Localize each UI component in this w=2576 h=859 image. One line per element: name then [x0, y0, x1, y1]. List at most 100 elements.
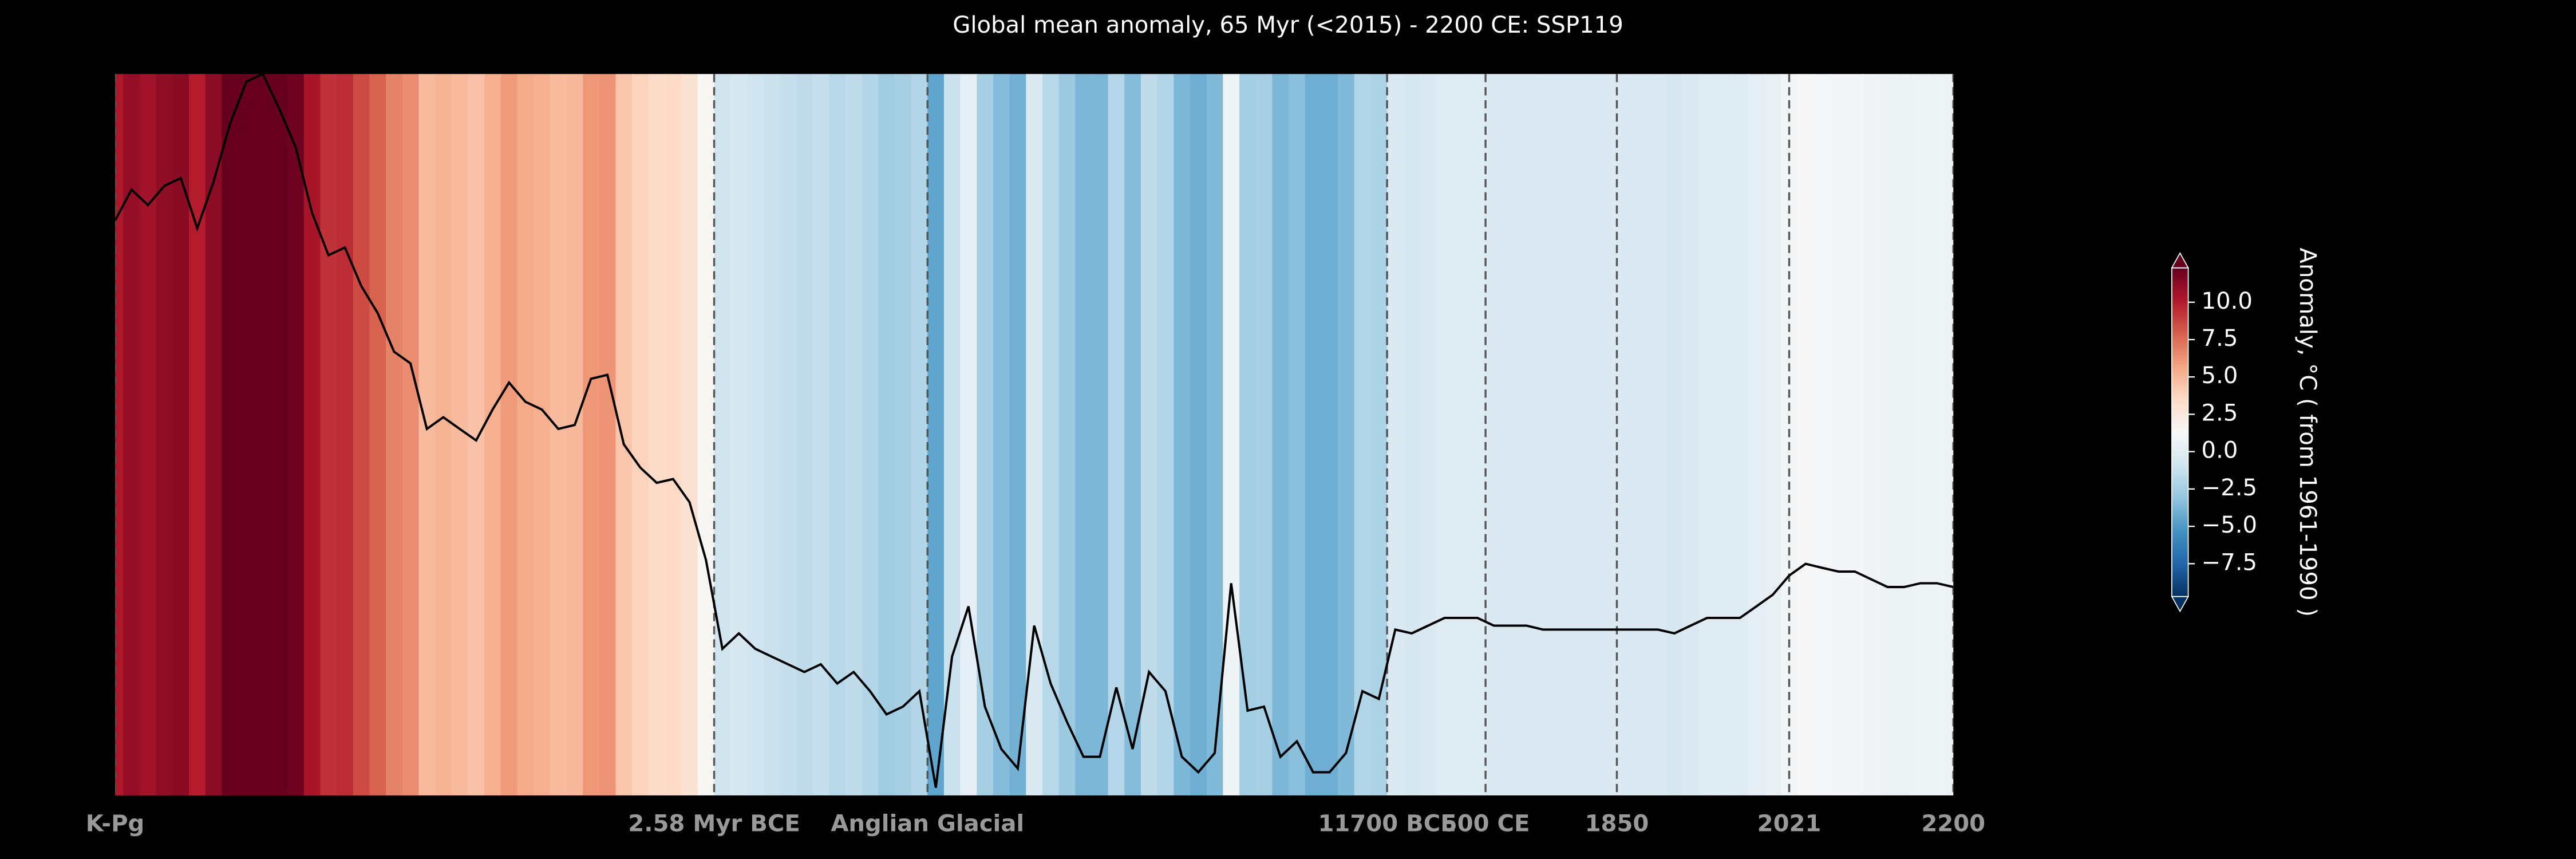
- stripe: [156, 74, 173, 795]
- stripe: [697, 74, 715, 795]
- stripe: [1814, 74, 1831, 795]
- stripe: [1255, 74, 1273, 795]
- stripe: [1502, 74, 1519, 795]
- stripe: [222, 74, 239, 795]
- stripe: [500, 74, 518, 795]
- stripe: [1436, 74, 1454, 795]
- stripe: [1600, 74, 1618, 795]
- x-tick-label: 2021: [1757, 811, 1822, 837]
- stripe: [1403, 74, 1421, 795]
- stripe: [353, 74, 370, 795]
- colorbar-tick-label: −7.5: [2202, 549, 2258, 576]
- stripe: [386, 74, 404, 795]
- colorbar-outline: [2171, 267, 2189, 597]
- stripe: [115, 74, 124, 795]
- stripe: [1387, 74, 1405, 795]
- stripe: [599, 74, 617, 795]
- stripe: [878, 74, 896, 795]
- colorbar-tick-label: −5.0: [2202, 512, 2258, 538]
- x-tick-label: K-Pg: [86, 811, 144, 837]
- stripe: [534, 74, 551, 795]
- stripe: [1912, 74, 1930, 795]
- anomaly-line: [115, 74, 1954, 788]
- stripe: [1732, 74, 1749, 795]
- stripe: [1567, 74, 1585, 795]
- stripe: [632, 74, 650, 795]
- stripe: [1551, 74, 1568, 795]
- stripe: [1945, 74, 1954, 795]
- stripe: [763, 74, 781, 795]
- stripe: [1223, 74, 1240, 795]
- stripe: [451, 74, 469, 795]
- stripe: [1058, 74, 1076, 795]
- stripe: [780, 74, 797, 795]
- stripe: [714, 74, 732, 795]
- stripe: [517, 74, 535, 795]
- stripe: [123, 74, 141, 795]
- stripe: [615, 74, 633, 795]
- stripe: [1698, 74, 1716, 795]
- stripe: [1929, 74, 1946, 795]
- stripe: [1535, 74, 1552, 795]
- stripe: [583, 74, 600, 795]
- stripe: [1846, 74, 1864, 795]
- stripe: [1469, 74, 1487, 795]
- stripe: [960, 74, 978, 795]
- stripe: [1797, 74, 1815, 795]
- colorbar-label: Anomaly, °C ( from 1961-1990 ): [2294, 247, 2321, 617]
- stripe: [1617, 74, 1634, 795]
- colorbar-tick-label: 10.0: [2202, 288, 2253, 314]
- stripe: [435, 74, 453, 795]
- stripe: [1879, 74, 1897, 795]
- stripe: [1764, 74, 1782, 795]
- stripe: [1633, 74, 1651, 795]
- colorbar-tick-label: 2.5: [2202, 400, 2238, 426]
- stripe: [468, 74, 485, 795]
- stripe: [1075, 74, 1093, 795]
- stripe: [894, 74, 912, 795]
- stripe: [1715, 74, 1733, 795]
- stripe: [730, 74, 748, 795]
- stripe: [1026, 74, 1044, 795]
- x-tick-label: 11700 BCE: [1318, 811, 1456, 837]
- stripe: [845, 74, 863, 795]
- x-tick-label: 500 CE: [1441, 811, 1530, 837]
- stripe: [681, 74, 699, 795]
- x-tick-label: 2200: [1921, 811, 1985, 837]
- stripe: [1091, 74, 1109, 795]
- stripe: [1009, 74, 1027, 795]
- stripe: [566, 74, 584, 795]
- stripe: [1584, 74, 1602, 795]
- stripe: [140, 74, 157, 795]
- stripe: [1108, 74, 1125, 795]
- stripe: [1518, 74, 1536, 795]
- x-tick-label: Anglian Glacial: [831, 811, 1024, 837]
- stripe: [287, 74, 305, 795]
- stripe: [369, 74, 387, 795]
- stripe: [1338, 74, 1356, 795]
- stripe: [1666, 74, 1684, 795]
- stripe: [271, 74, 289, 795]
- stripe: [418, 74, 436, 795]
- stripe: [1748, 74, 1765, 795]
- stripe: [1124, 74, 1142, 795]
- stripe: [1305, 74, 1322, 795]
- x-tick-label: 1850: [1585, 811, 1649, 837]
- stripe: [1354, 74, 1372, 795]
- stripe: [238, 74, 256, 795]
- chart-title: Global mean anomaly, 65 Myr (<2015) - 22…: [953, 12, 1623, 38]
- stripe: [1190, 74, 1208, 795]
- stripe: [1452, 74, 1470, 795]
- stripe: [665, 74, 682, 795]
- stripe: [320, 74, 338, 795]
- colorbar: [2171, 267, 2188, 597]
- stripe: [812, 74, 830, 795]
- stripe: [402, 74, 420, 795]
- stripe: [1272, 74, 1290, 795]
- stripe: [1206, 74, 1224, 795]
- stripe: [1157, 74, 1175, 795]
- stripe: [1140, 74, 1159, 795]
- stripe: [993, 74, 1011, 795]
